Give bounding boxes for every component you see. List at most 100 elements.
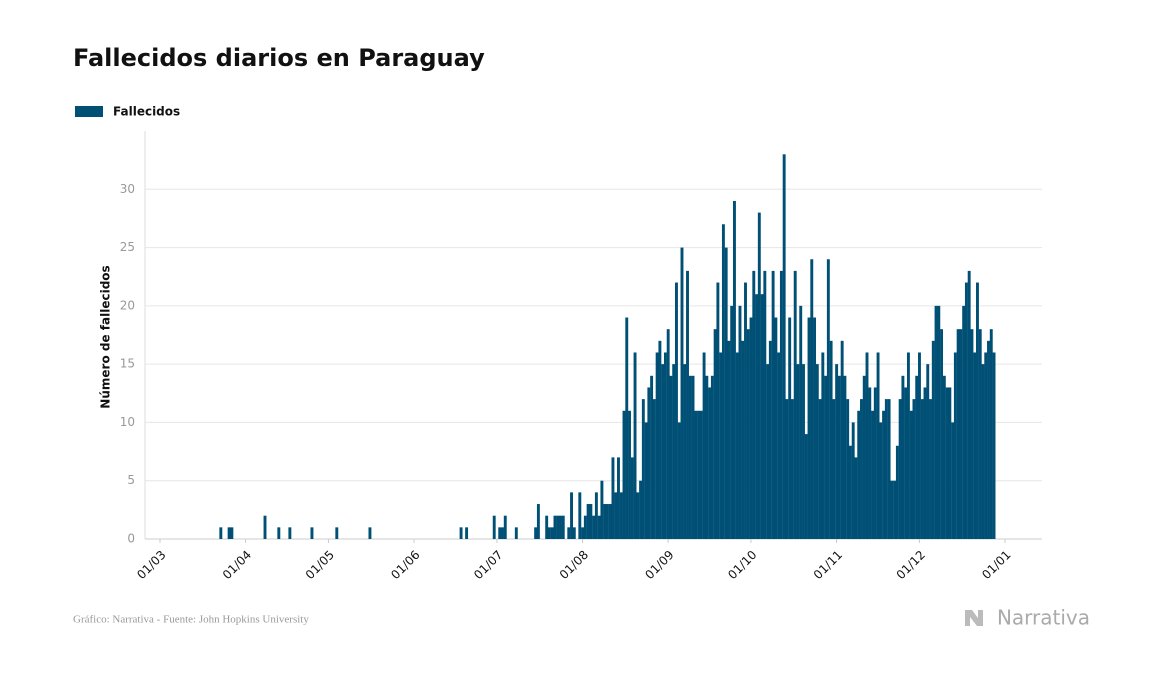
- bar: [710, 375, 714, 539]
- bar: [989, 329, 993, 539]
- bar: [561, 515, 565, 539]
- bar: [846, 399, 850, 539]
- bar: [766, 364, 770, 539]
- bar: [633, 352, 637, 539]
- bar: [550, 527, 554, 539]
- bar: [987, 340, 990, 539]
- bar: [683, 364, 687, 539]
- bar: [744, 282, 747, 539]
- bar: [981, 364, 985, 539]
- bar: [879, 422, 883, 539]
- bar: [498, 527, 502, 539]
- x-tick-label: 01/09: [642, 548, 676, 582]
- bar: [658, 340, 662, 539]
- x-tick-label: 01/06: [388, 548, 422, 582]
- bar: [815, 364, 819, 539]
- bar: [625, 317, 629, 539]
- bar: [647, 387, 651, 539]
- bar: [586, 504, 590, 539]
- x-tick-label: 01/03: [134, 548, 168, 582]
- bar: [592, 515, 596, 539]
- bar: [611, 457, 615, 539]
- bar: [730, 305, 734, 539]
- bar: [906, 352, 910, 539]
- bar: [514, 527, 518, 539]
- bar: [219, 527, 223, 539]
- bar: [719, 352, 723, 539]
- bar: [832, 399, 836, 539]
- bar: [335, 527, 339, 539]
- bar: [790, 399, 794, 539]
- legend-label: Fallecidos: [113, 105, 180, 119]
- bar: [628, 410, 631, 539]
- bar: [617, 457, 620, 539]
- bar: [650, 375, 654, 539]
- bar: [796, 364, 800, 539]
- bar: [672, 364, 676, 539]
- bar: [777, 352, 781, 539]
- bar: [310, 527, 314, 539]
- bar: [959, 329, 963, 539]
- bar: [688, 375, 692, 539]
- bar: [978, 329, 982, 539]
- bar: [895, 445, 899, 539]
- bar: [702, 352, 706, 539]
- bar: [909, 410, 913, 539]
- bar: [614, 492, 618, 539]
- bar: [992, 352, 996, 539]
- bar: [760, 294, 764, 539]
- bar: [771, 270, 775, 539]
- x-tick-label: 01/07: [471, 548, 505, 582]
- bar: [918, 352, 921, 539]
- bar: [465, 527, 469, 539]
- bar: [948, 387, 952, 539]
- bar: [636, 492, 640, 539]
- bar: [677, 422, 681, 539]
- bar: [893, 480, 897, 539]
- bar: [680, 247, 684, 540]
- bar: [835, 364, 839, 539]
- bar: [843, 375, 847, 539]
- bar: [716, 282, 720, 539]
- bar: [782, 154, 786, 540]
- x-tick-label: 01/12: [894, 548, 928, 582]
- x-tick-label: 01/04: [220, 548, 254, 582]
- bar: [708, 387, 712, 539]
- bar: [492, 515, 496, 539]
- bar: [705, 375, 709, 539]
- bar: [923, 387, 927, 539]
- bar: [666, 329, 670, 539]
- bar: [368, 527, 372, 539]
- bar: [752, 270, 756, 539]
- bar: [871, 410, 874, 539]
- brand: Narrativa: [997, 606, 1090, 630]
- y-tick-label: 20: [120, 298, 135, 312]
- bar: [746, 329, 750, 539]
- bar: [459, 527, 463, 539]
- bar: [920, 399, 924, 539]
- bar: [570, 492, 573, 539]
- bar: [263, 515, 267, 539]
- bar: [862, 375, 866, 539]
- bar: [873, 387, 877, 539]
- bar: [578, 492, 582, 539]
- bar: [763, 270, 767, 539]
- bar: [942, 375, 946, 539]
- bar: [788, 317, 792, 539]
- bar: [572, 527, 576, 539]
- bar: [639, 480, 643, 539]
- y-tick-label: 10: [120, 415, 135, 429]
- bar: [581, 527, 585, 539]
- bar: [901, 375, 905, 539]
- bar: [655, 352, 659, 539]
- bar: [227, 527, 231, 539]
- bar: [929, 399, 932, 539]
- bar: [547, 527, 551, 539]
- bar: [622, 410, 626, 539]
- bar: [785, 399, 789, 539]
- bar: [686, 270, 689, 539]
- bar: [840, 340, 844, 539]
- bar: [556, 515, 560, 539]
- source: Gráfico: Narrativa - Fuente: John Hopkin…: [73, 614, 309, 626]
- y-tick-label: 5: [127, 473, 135, 487]
